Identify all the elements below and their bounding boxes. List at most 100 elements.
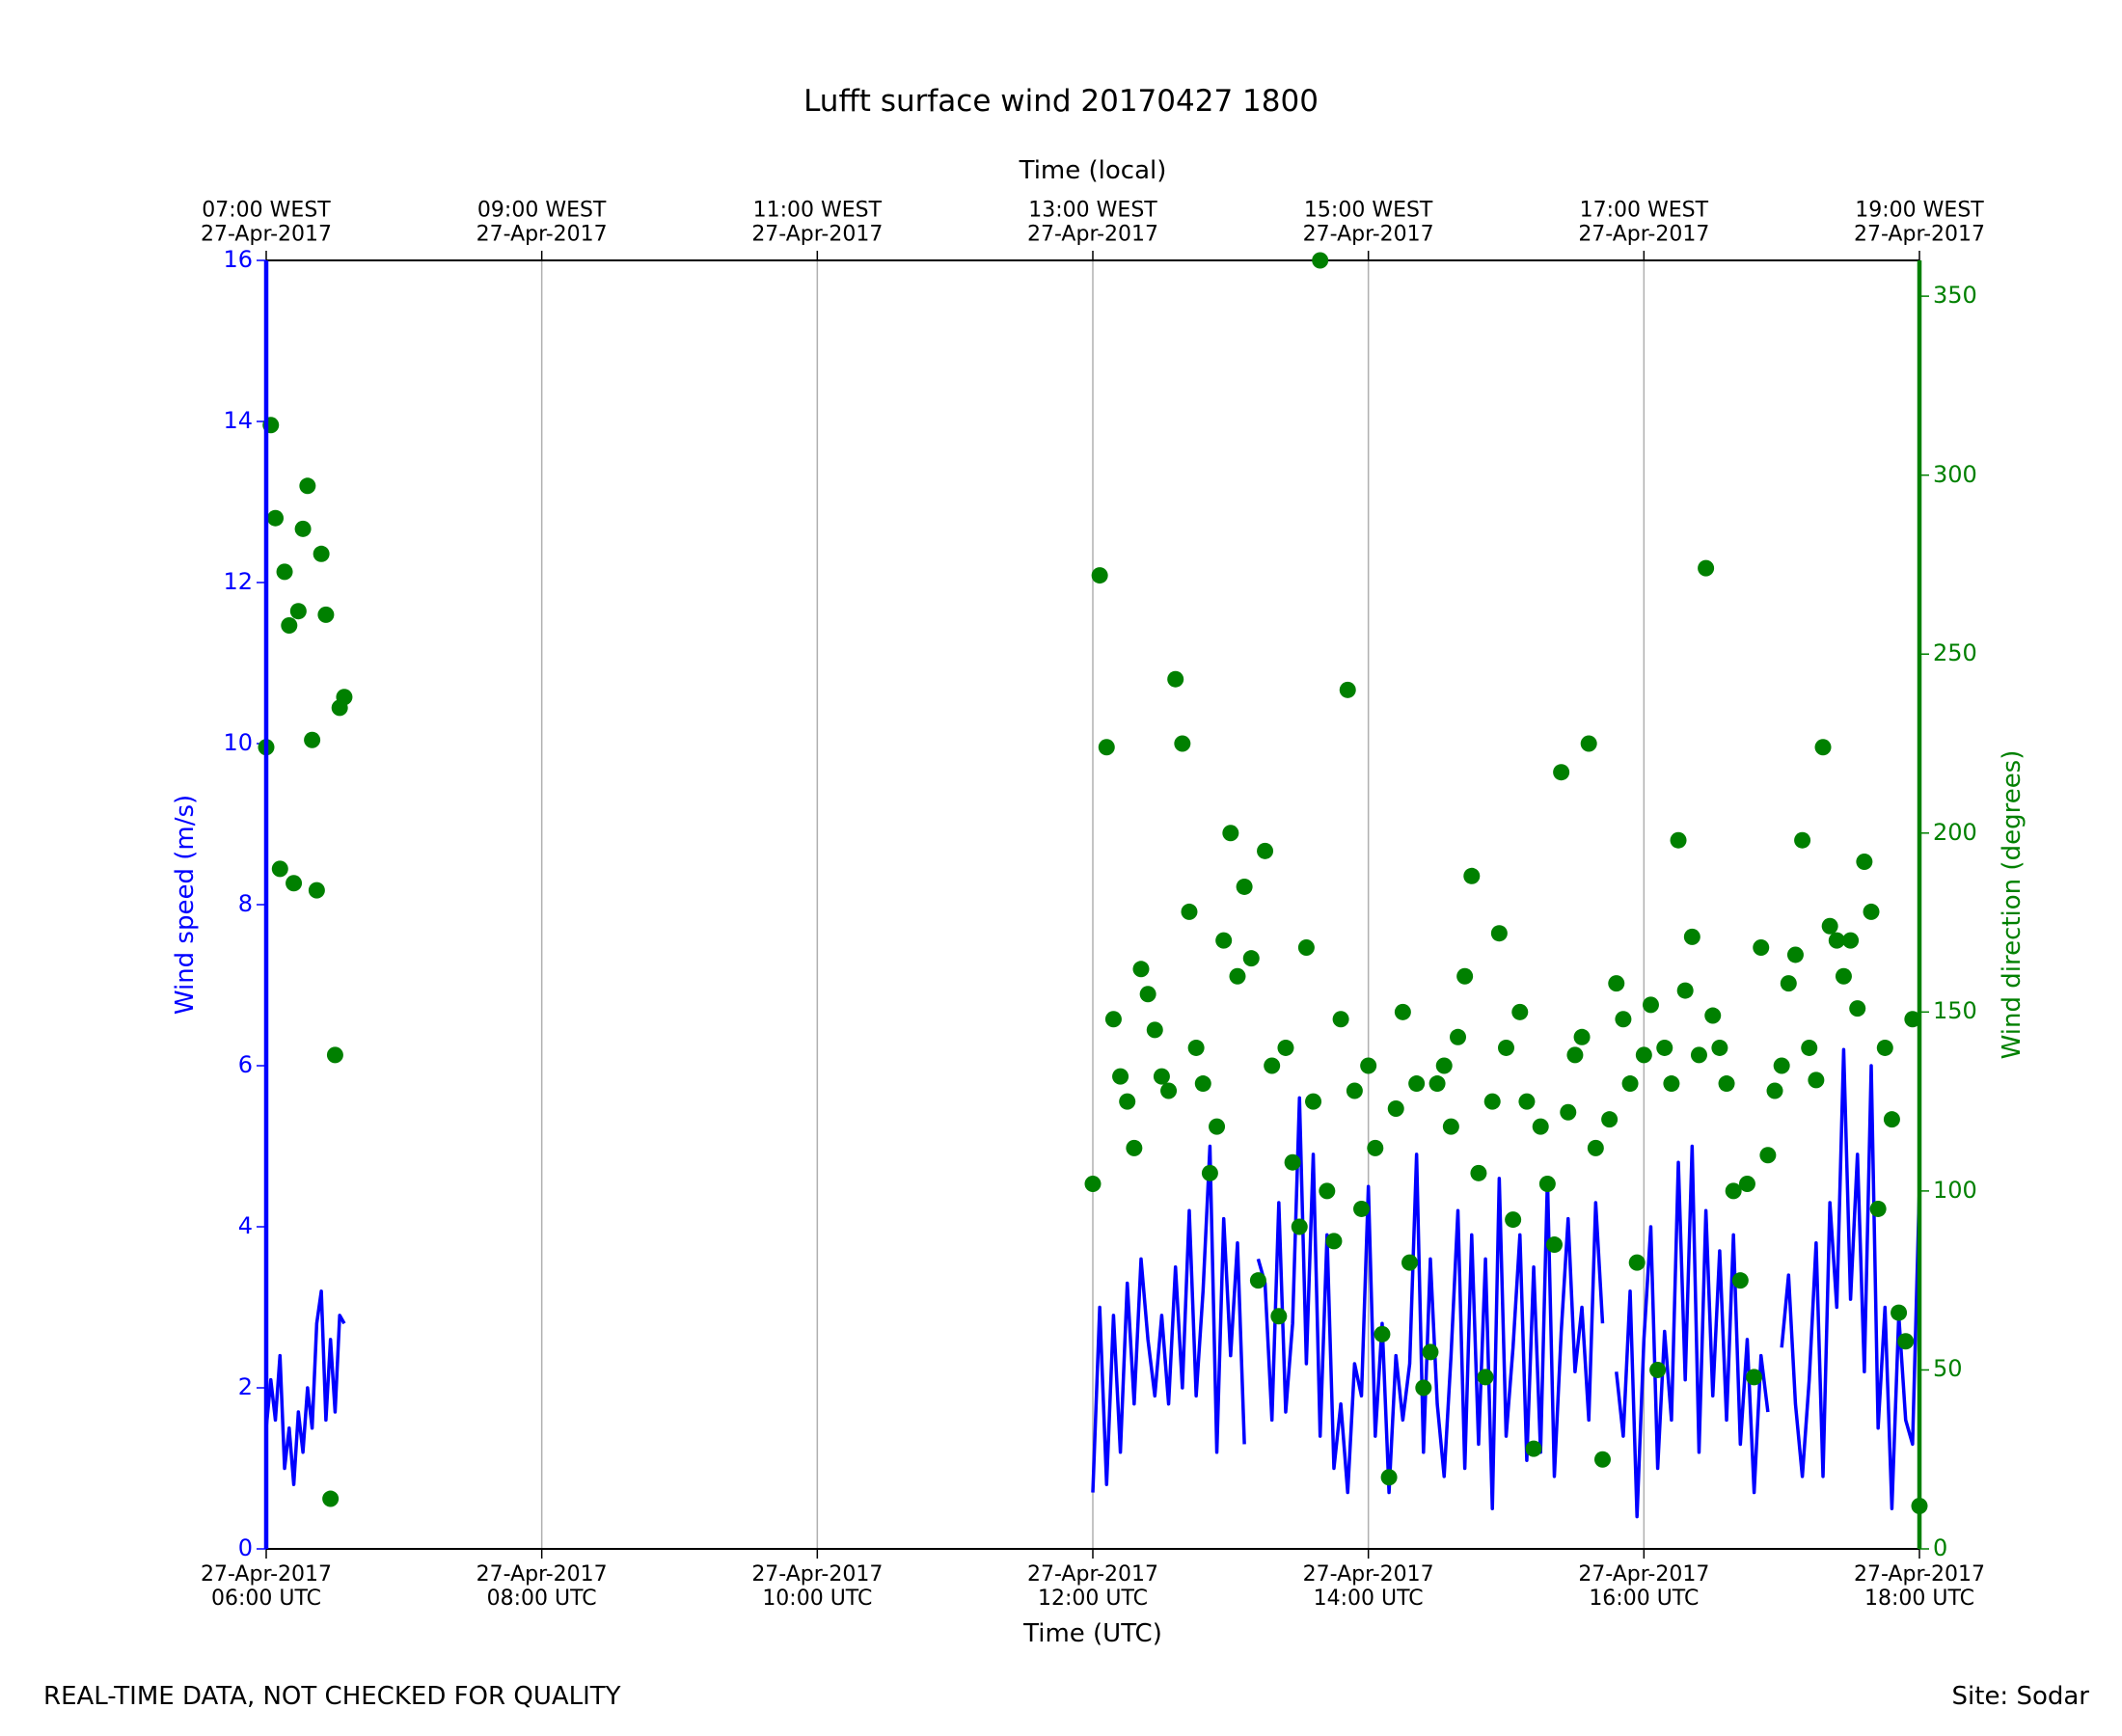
direction-point [1869, 1200, 1887, 1217]
direction-point [1091, 567, 1108, 584]
direction-point [1284, 1153, 1301, 1171]
direction-point [1209, 1118, 1226, 1135]
direction-point [1863, 903, 1880, 920]
direction-point [1883, 1111, 1900, 1128]
y2-tick-label: 200 [1933, 818, 1977, 846]
x-tick-label: 27-Apr-2017 10:00 UTC [751, 1562, 884, 1612]
direction-point [271, 860, 288, 878]
direction-point [1249, 1272, 1266, 1289]
x-tick-label: 27-Apr-2017 16:00 UTC [1578, 1562, 1710, 1612]
direction-point [294, 520, 312, 537]
y-tick-label: 0 [237, 1534, 253, 1562]
direction-point [1428, 1075, 1446, 1093]
direction-point [1174, 735, 1191, 752]
direction-point [1194, 1075, 1211, 1093]
direction-point [1277, 1039, 1294, 1056]
direction-point [1856, 853, 1873, 870]
direction-point [1808, 1071, 1825, 1089]
direction-point [304, 731, 321, 748]
direction-point [1490, 925, 1508, 942]
direction-point [1545, 1236, 1563, 1254]
direction-point [1608, 975, 1625, 992]
direction-point [1904, 1011, 1921, 1028]
direction-point [1181, 903, 1198, 920]
direction-point [1766, 1082, 1783, 1099]
direction-point [1360, 1057, 1377, 1074]
y-tick-label: 6 [237, 1051, 253, 1079]
direction-point [1374, 1325, 1391, 1343]
direction-point [1119, 1093, 1136, 1110]
direction-point [299, 477, 316, 495]
direction-point [1463, 867, 1481, 884]
footer-note: REAL-TIME DATA, NOT CHECKED FOR QUALITY [43, 1682, 621, 1711]
y-tick-label: 8 [237, 890, 253, 918]
direction-point [1201, 1164, 1218, 1181]
direction-point [1601, 1111, 1619, 1128]
direction-point [1470, 1164, 1487, 1181]
direction-point [1676, 982, 1694, 999]
direction-point [1642, 996, 1659, 1014]
x2-tick-label: 13:00 WEST 27-Apr-2017 [1026, 198, 1159, 247]
direction-point [1160, 1082, 1178, 1099]
direction-point [1725, 1182, 1742, 1200]
direction-point [1270, 1308, 1288, 1325]
direction-point [1876, 1039, 1893, 1056]
direction-point [1628, 1254, 1646, 1271]
direction-point [1649, 1361, 1667, 1378]
direction-point [1167, 670, 1184, 688]
direction-point [336, 689, 353, 706]
direction-point [1580, 735, 1597, 752]
direction-point [1319, 1182, 1336, 1200]
x2-axis-label: Time (local) [1019, 156, 1167, 185]
y2-tick-label: 0 [1933, 1534, 1948, 1562]
direction-point [317, 606, 335, 623]
direction-point [281, 617, 298, 635]
direction-point [1498, 1039, 1514, 1056]
direction-point [1538, 1175, 1556, 1192]
x-tick-label: 27-Apr-2017 08:00 UTC [476, 1562, 608, 1612]
y2-tick-label: 100 [1933, 1177, 1977, 1205]
y-tick-label: 12 [223, 568, 253, 596]
direction-point [1477, 1369, 1494, 1386]
direction-point [1442, 1118, 1459, 1135]
direction-point [1656, 1039, 1673, 1056]
direction-point [1215, 932, 1233, 949]
y-tick-label: 14 [223, 407, 253, 435]
chart-title: Lufft surface wind 20170427 1800 [803, 84, 1319, 119]
direction-point [1635, 1046, 1652, 1064]
direction-point [1353, 1200, 1371, 1217]
direction-point [1573, 1028, 1591, 1045]
direction-point [1146, 1021, 1163, 1039]
direction-point [1112, 1068, 1129, 1085]
direction-point [1312, 252, 1329, 269]
direction-point [308, 882, 325, 899]
x-axis-label: Time (UTC) [1023, 1619, 1162, 1648]
direction-point [1891, 1304, 1908, 1321]
x-tick-label: 27-Apr-2017 06:00 UTC [200, 1562, 333, 1612]
direction-point [1264, 1057, 1281, 1074]
direction-point [1339, 681, 1356, 698]
direction-point [1683, 928, 1700, 945]
direction-point [1842, 932, 1860, 949]
x-tick-label: 27-Apr-2017 12:00 UTC [1026, 1562, 1159, 1612]
x2-tick-label: 09:00 WEST 27-Apr-2017 [476, 198, 608, 247]
direction-point [1222, 825, 1239, 842]
direction-point [1553, 764, 1570, 781]
direction-point [289, 603, 307, 620]
direction-point [1229, 967, 1246, 985]
x2-tick-label: 19:00 WEST 27-Apr-2017 [1853, 198, 1986, 247]
direction-point [1126, 1139, 1143, 1156]
direction-point [1483, 1093, 1501, 1110]
direction-point [1187, 1039, 1205, 1056]
direction-point [1663, 1075, 1680, 1093]
direction-point [1753, 939, 1770, 957]
y2-axis-label: Wind direction (degrees) [1998, 749, 2027, 1060]
direction-point [276, 563, 293, 581]
direction-point [1593, 1451, 1611, 1468]
direction-point [1297, 939, 1315, 957]
direction-point [1801, 1039, 1818, 1056]
direction-point [1236, 878, 1253, 895]
direction-point [1566, 1046, 1584, 1064]
direction-point [1394, 1003, 1411, 1020]
